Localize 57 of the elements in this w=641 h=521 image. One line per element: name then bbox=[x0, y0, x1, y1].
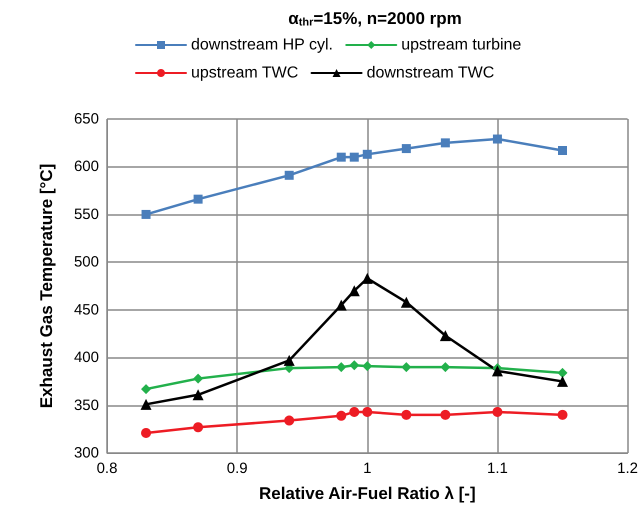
point bbox=[362, 406, 372, 417]
x-axis-title: Relative Air-Fuel Ratio λ [-] bbox=[258, 484, 476, 503]
y-tick-label: 550 bbox=[74, 206, 99, 223]
legend-label: downstream TWC bbox=[366, 64, 494, 82]
point bbox=[194, 194, 203, 204]
y-tick-label: 300 bbox=[74, 444, 99, 462]
point bbox=[336, 152, 346, 162]
point bbox=[336, 410, 346, 421]
point bbox=[140, 398, 152, 410]
x-tick-label: 0.9 bbox=[226, 460, 248, 477]
point bbox=[142, 210, 151, 219]
point bbox=[362, 150, 372, 159]
point bbox=[192, 389, 204, 400]
y-tick-label: 400 bbox=[74, 349, 99, 366]
point bbox=[492, 406, 502, 417]
point bbox=[349, 360, 360, 370]
point bbox=[400, 296, 412, 308]
point bbox=[349, 406, 360, 417]
y-tick-label: 350 bbox=[74, 396, 99, 414]
legend-label: upstream TWC bbox=[191, 64, 298, 82]
point bbox=[492, 365, 503, 376]
x-tick-label: 1 bbox=[363, 460, 372, 477]
point bbox=[336, 300, 347, 311]
point bbox=[558, 410, 568, 420]
point bbox=[401, 410, 412, 420]
point bbox=[440, 330, 451, 342]
y-tick-label: 500 bbox=[74, 254, 99, 271]
point bbox=[141, 428, 152, 438]
point bbox=[141, 384, 152, 394]
legend-label: downstream HP cyl. bbox=[191, 36, 333, 54]
point bbox=[284, 170, 294, 180]
point bbox=[362, 272, 373, 284]
point bbox=[402, 144, 411, 154]
x-tick-label: 1.1 bbox=[487, 460, 508, 477]
y-tick-label: 650 bbox=[74, 110, 99, 128]
x-tick-label: 0.8 bbox=[96, 460, 118, 477]
point bbox=[350, 152, 359, 162]
point bbox=[284, 416, 294, 426]
point bbox=[440, 410, 450, 420]
point bbox=[558, 368, 568, 378]
y-axis-title: Exhaust Gas Temperature [°C] bbox=[37, 164, 56, 408]
point bbox=[492, 134, 502, 144]
point bbox=[440, 362, 450, 372]
point bbox=[336, 362, 346, 372]
point bbox=[348, 285, 360, 296]
point bbox=[284, 354, 295, 366]
y-tick-label: 600 bbox=[74, 158, 99, 176]
point bbox=[193, 374, 204, 384]
point bbox=[557, 376, 568, 387]
point bbox=[362, 361, 372, 372]
point bbox=[193, 422, 204, 432]
legend-label: upstream turbine bbox=[401, 36, 522, 54]
point bbox=[401, 362, 412, 372]
point bbox=[440, 138, 450, 148]
point bbox=[558, 146, 567, 155]
x-tick-label: 1.2 bbox=[617, 460, 638, 477]
y-tick-label: 450 bbox=[74, 301, 99, 318]
